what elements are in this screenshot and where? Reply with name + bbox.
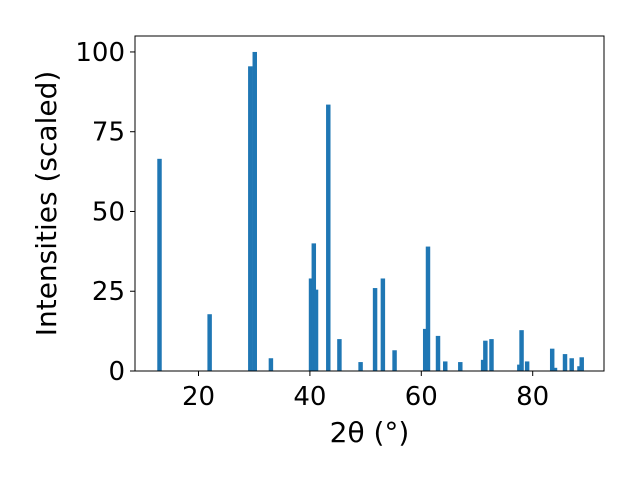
y-tick-label: 0 [108, 357, 125, 387]
bar [380, 278, 386, 371]
bar [552, 367, 558, 371]
bar [268, 358, 274, 371]
x-tick-label: 40 [293, 382, 326, 412]
bar [435, 335, 441, 371]
bar [483, 340, 488, 371]
x-tick-label: 20 [182, 382, 215, 412]
bar [308, 278, 314, 371]
bar [392, 350, 397, 371]
x-axis-label: 2θ (°) [330, 416, 410, 449]
x-axis-ticks: 20 40 60 80 [182, 371, 549, 412]
bar [248, 66, 253, 371]
bar [524, 361, 530, 371]
bar [313, 289, 319, 371]
bar [326, 104, 331, 371]
bar [422, 328, 428, 371]
y-axis-label: Intensities (scaled) [30, 71, 63, 337]
bar [443, 361, 448, 371]
y-tick-label: 25 [92, 277, 125, 307]
bar [458, 362, 463, 371]
bar [519, 330, 524, 371]
y-tick-label: 50 [92, 197, 125, 227]
bars-group [157, 51, 584, 371]
bar [425, 246, 431, 371]
bar [579, 357, 584, 371]
bar [157, 158, 162, 371]
y-tick-label: 75 [92, 118, 125, 148]
bar [207, 314, 212, 371]
y-axis-ticks: 0 25 50 75 100 [75, 38, 135, 387]
x-tick-label: 60 [405, 382, 438, 412]
bar [337, 339, 342, 371]
x-tick-label: 80 [516, 382, 549, 412]
y-tick-label: 100 [75, 38, 125, 68]
bar [372, 288, 378, 371]
plot-frame [134, 35, 605, 372]
bar [549, 348, 555, 371]
bar [489, 339, 494, 371]
bar [252, 51, 257, 371]
bar [562, 354, 568, 371]
bar [569, 358, 574, 371]
bar [358, 362, 363, 371]
